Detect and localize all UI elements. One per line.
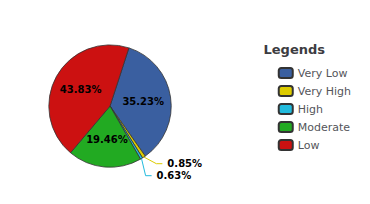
- svg-text:35.23%: 35.23%: [122, 96, 164, 107]
- svg-text:High: High: [298, 103, 323, 116]
- svg-text:43.83%: 43.83%: [60, 84, 102, 95]
- svg-text:19.46%: 19.46%: [86, 134, 128, 145]
- svg-text:Low: Low: [298, 139, 320, 152]
- svg-text:0.63%: 0.63%: [157, 170, 192, 181]
- svg-text:0.85%: 0.85%: [167, 158, 202, 169]
- svg-text:Very Low: Very Low: [298, 67, 348, 80]
- svg-text:Legends: Legends: [263, 42, 325, 57]
- svg-text:Moderate: Moderate: [298, 121, 351, 134]
- svg-text:Very High: Very High: [298, 85, 351, 98]
